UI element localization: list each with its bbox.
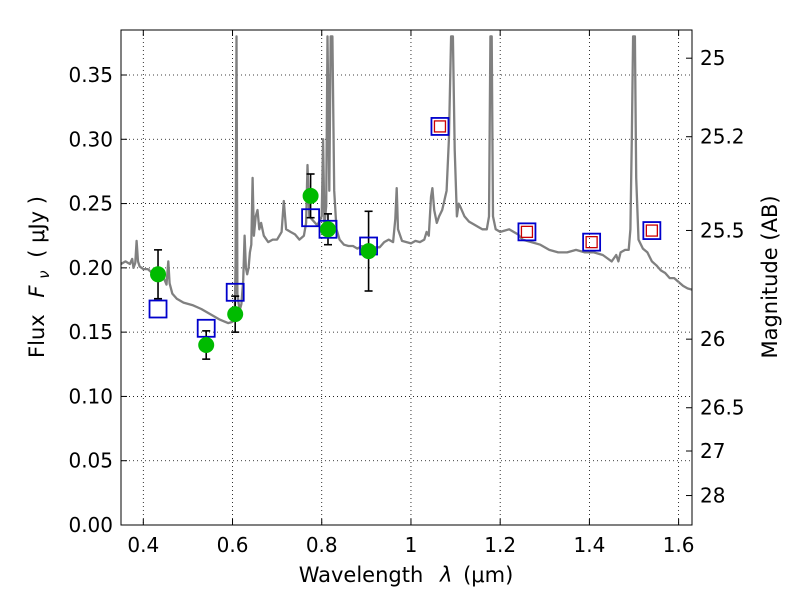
axis-ticks — [121, 30, 692, 526]
model-photometry-square — [430, 117, 450, 136]
upper-limit-square — [520, 225, 534, 239]
observed-point — [319, 221, 336, 238]
model-photometry-squares — [148, 117, 662, 338]
y-axis-title: Flux F ν ( μJy ) — [25, 196, 54, 358]
y-tick-label: 0.10 — [68, 384, 113, 408]
y2-tick-label: 25.2 — [700, 125, 745, 149]
upper-limit-squares — [433, 120, 659, 249]
upper-limit-square — [433, 120, 447, 133]
x-tick-label: 0.4 — [127, 533, 159, 557]
observed-point — [198, 337, 215, 353]
x-tick-label: 0.8 — [306, 533, 338, 557]
x-tick-label: 0.6 — [217, 533, 249, 557]
y2-tick-label: 26.5 — [700, 396, 745, 420]
y-tick-labels: 0.00 0.05 0.10 0.15 0.20 0.25 0.30 0.35 — [68, 63, 113, 537]
model-photometry-square — [301, 208, 320, 228]
y-tick-label: 0.05 — [68, 449, 113, 473]
x-tick-label: 1 — [405, 533, 418, 557]
y2-tick-labels: 25 25.2 25.5 26 26.5 27 28 — [700, 46, 745, 507]
model-photometry-square — [318, 219, 338, 239]
observed-point — [150, 266, 167, 283]
model-photometry-square — [225, 282, 245, 302]
observed-points — [150, 187, 377, 353]
x-tick-labels: 0.4 0.6 0.8 1 1.2 1.4 1.6 — [127, 533, 694, 557]
model-photometry-square — [196, 318, 216, 338]
model-spectrum-line — [121, 35, 692, 325]
y2-tick-label: 28 — [700, 484, 725, 508]
model-photometry-square — [582, 232, 602, 252]
model-photometry-square — [148, 299, 168, 319]
y2-axis-title: Magnitude (AB) — [758, 195, 782, 358]
x-tick-label: 1.6 — [663, 533, 695, 557]
y-tick-label: 0.30 — [68, 127, 113, 151]
grid-lines — [121, 30, 692, 526]
y-tick-label: 0.00 — [68, 513, 113, 537]
model-photometry-square — [642, 221, 662, 240]
y-tick-label: 0.35 — [68, 63, 113, 87]
observed-point — [360, 243, 377, 260]
y-tick-label: 0.15 — [68, 320, 113, 344]
y2-tick-label: 26 — [700, 327, 725, 351]
model-photometry-square — [517, 222, 537, 242]
y-tick-label: 0.25 — [68, 192, 113, 216]
x-axis-title: Wavelength λ (μm) — [299, 563, 514, 587]
y2-tick-label: 25 — [700, 46, 725, 70]
x-tick-label: 1.4 — [573, 533, 605, 557]
upper-limit-square — [645, 224, 659, 237]
x-tick-label: 1.2 — [484, 533, 516, 557]
observed-point — [227, 306, 244, 323]
y2-tick-label: 27 — [700, 439, 725, 463]
error-bars — [154, 173, 373, 360]
upper-limit-square — [585, 235, 598, 249]
plot-area — [121, 35, 692, 360]
observed-point — [302, 187, 319, 204]
plot-frame — [120, 29, 693, 526]
y-tick-label: 0.20 — [68, 256, 113, 280]
y2-tick-label: 25.5 — [700, 218, 745, 242]
